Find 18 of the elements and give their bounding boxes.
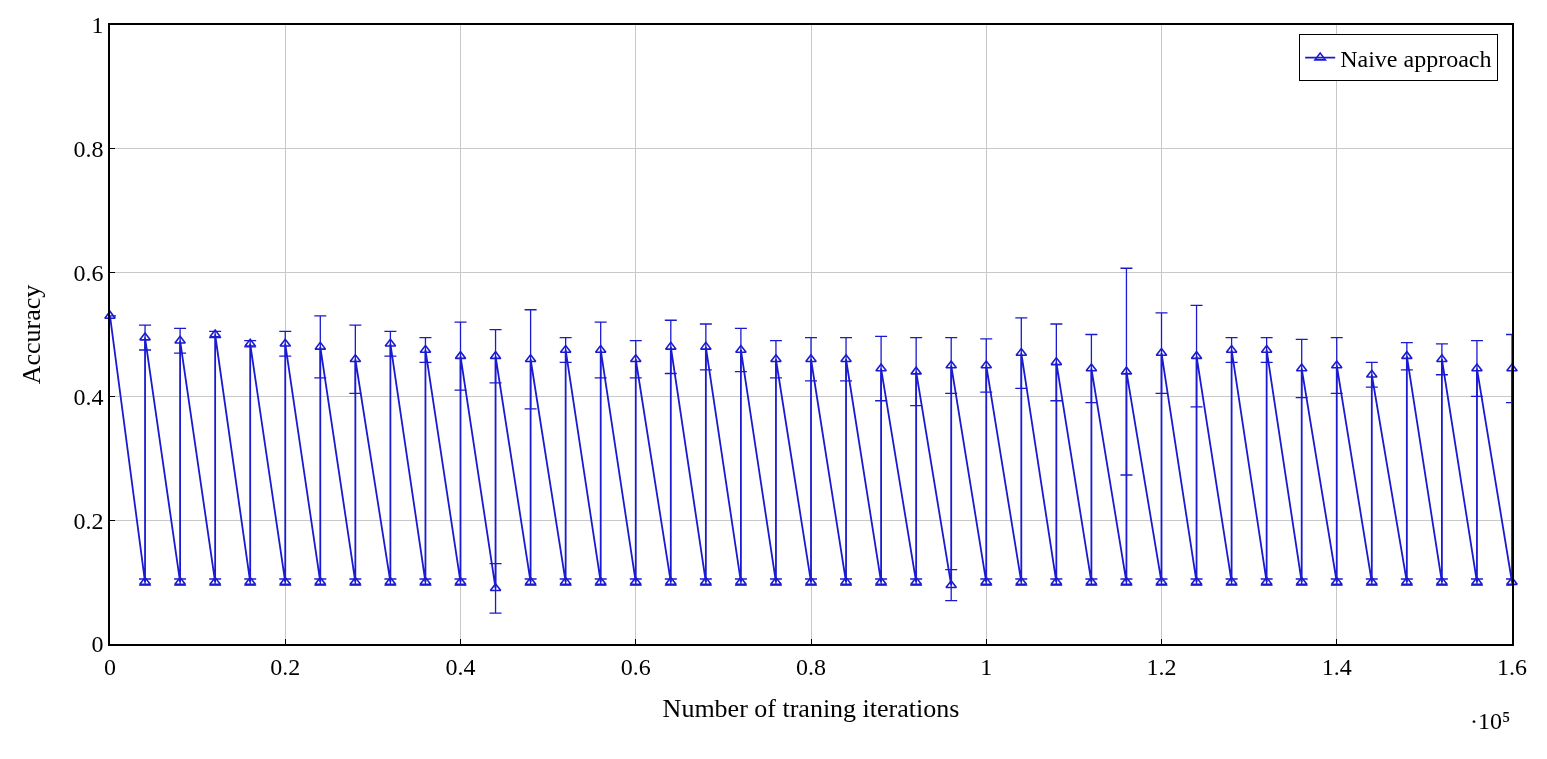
x-tick-label: 1 (980, 653, 993, 680)
y-axis-title: Accuracy (17, 284, 47, 385)
y-tick-label: 0.2 (73, 507, 104, 534)
y-tick-label: 0.8 (73, 136, 104, 163)
y-tick-label: 1 (91, 12, 104, 39)
text: ·10⁵ (1470, 708, 1511, 734)
y-tick-label: 0 (91, 631, 104, 658)
x-tick-label: 0.6 (620, 653, 651, 680)
x-tick-label: 1.4 (1321, 653, 1352, 680)
x-axis-title: Number of traning iterations (662, 693, 960, 723)
x-tick-label: 0.2 (270, 653, 301, 680)
x-tick-label: 0.4 (445, 653, 476, 680)
x-tick-label: 0.8 (796, 653, 826, 680)
x-tick-label: 1.2 (1146, 653, 1177, 680)
legend-label: Naive approach (1340, 45, 1492, 72)
y-tick-label: 0.6 (73, 260, 104, 286)
x-tick-label: 1.6 (1497, 653, 1527, 680)
y-tick-label: 0.4 (73, 383, 104, 410)
